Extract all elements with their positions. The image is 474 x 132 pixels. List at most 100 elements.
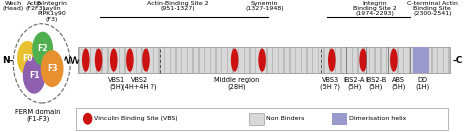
Text: VBS1
(5H): VBS1 (5H) xyxy=(108,77,125,90)
Bar xyxy=(118,48,120,73)
Text: Integrin
Binding Site 2
(1974-2293): Integrin Binding Site 2 (1974-2293) xyxy=(353,1,396,16)
Bar xyxy=(312,48,313,73)
Text: ABS
(5H): ABS (5H) xyxy=(391,77,405,90)
Bar xyxy=(90,48,91,73)
Text: Wech
(Head): Wech (Head) xyxy=(3,1,24,11)
Bar xyxy=(318,48,319,73)
Bar xyxy=(147,48,148,73)
Bar xyxy=(448,48,450,73)
Bar xyxy=(76,108,448,130)
Ellipse shape xyxy=(142,48,150,72)
Bar xyxy=(238,48,239,73)
Bar xyxy=(301,48,302,73)
Bar xyxy=(332,113,347,125)
Text: F3: F3 xyxy=(47,64,57,73)
Bar xyxy=(306,48,308,73)
Bar xyxy=(283,48,285,73)
Bar xyxy=(397,48,399,73)
Ellipse shape xyxy=(231,48,238,72)
Bar xyxy=(392,48,393,73)
Ellipse shape xyxy=(41,50,64,87)
Ellipse shape xyxy=(126,48,134,72)
Text: VBS2
(4H+4H ?): VBS2 (4H+4H ?) xyxy=(122,77,157,90)
Ellipse shape xyxy=(95,48,102,72)
Bar xyxy=(158,48,160,73)
Bar xyxy=(278,48,279,73)
Text: Actin
(F2F3): Actin (F2F3) xyxy=(25,1,45,11)
Text: F1: F1 xyxy=(29,71,39,80)
Bar xyxy=(420,48,421,73)
Ellipse shape xyxy=(23,57,46,94)
Bar xyxy=(204,48,205,73)
Bar xyxy=(249,48,251,73)
Bar xyxy=(96,48,97,73)
Bar xyxy=(329,48,330,73)
Text: Non Binders: Non Binders xyxy=(266,116,304,121)
Bar xyxy=(369,48,370,73)
Text: F2: F2 xyxy=(37,44,48,53)
Bar xyxy=(255,48,256,73)
Text: -C: -C xyxy=(453,56,463,65)
Bar xyxy=(192,48,194,73)
Bar xyxy=(101,48,103,73)
Bar xyxy=(136,48,137,73)
Text: VBS3
(5H ?): VBS3 (5H ?) xyxy=(320,77,340,90)
Bar xyxy=(289,48,291,73)
Bar xyxy=(340,48,342,73)
Text: IBS2-B
(5H): IBS2-B (5H) xyxy=(365,77,386,90)
Bar xyxy=(113,48,114,73)
Bar xyxy=(187,48,188,73)
Bar xyxy=(374,48,376,73)
Text: Dimerisation helix: Dimerisation helix xyxy=(349,116,406,121)
Text: Synemin
(1327-1948): Synemin (1327-1948) xyxy=(245,1,284,11)
Ellipse shape xyxy=(32,32,53,66)
Bar xyxy=(198,48,200,73)
Bar xyxy=(130,48,131,73)
Bar xyxy=(84,48,86,73)
Bar xyxy=(79,48,80,73)
Bar xyxy=(431,48,433,73)
Bar xyxy=(141,48,143,73)
Ellipse shape xyxy=(110,48,118,72)
Bar xyxy=(426,48,427,73)
Text: C-terminal Actin
Binding Site
(2300-2541): C-terminal Actin Binding Site (2300-2541… xyxy=(407,1,458,16)
Bar xyxy=(380,48,382,73)
Bar xyxy=(153,48,154,73)
Ellipse shape xyxy=(258,48,266,72)
Bar xyxy=(346,48,347,73)
Text: DD
(1H): DD (1H) xyxy=(416,77,430,90)
Bar xyxy=(363,48,365,73)
Bar xyxy=(170,48,171,73)
Bar xyxy=(107,48,109,73)
Bar xyxy=(175,48,177,73)
Text: β-Integrin
Laylin
PIPK1γ90
(F3): β-Integrin Laylin PIPK1γ90 (F3) xyxy=(36,1,68,22)
Bar xyxy=(181,48,182,73)
Text: Actin-Binding Site 2
(951-1327): Actin-Binding Site 2 (951-1327) xyxy=(147,1,209,11)
Bar xyxy=(295,48,296,73)
Text: Middle region
(28H): Middle region (28H) xyxy=(214,77,260,90)
Bar xyxy=(413,47,429,73)
Bar xyxy=(323,48,325,73)
Ellipse shape xyxy=(328,48,336,72)
Bar xyxy=(386,48,387,73)
Bar xyxy=(335,48,336,73)
Ellipse shape xyxy=(17,41,38,75)
Bar xyxy=(164,48,165,73)
Bar xyxy=(414,48,416,73)
Bar xyxy=(443,48,444,73)
Bar xyxy=(357,48,359,73)
Bar xyxy=(437,48,438,73)
Ellipse shape xyxy=(359,48,367,72)
Bar xyxy=(232,48,234,73)
Bar xyxy=(409,48,410,73)
Text: Vinculin Binding Site (VBS): Vinculin Binding Site (VBS) xyxy=(94,116,177,121)
Bar xyxy=(210,48,211,73)
Ellipse shape xyxy=(82,48,90,72)
Bar xyxy=(124,48,126,73)
Bar xyxy=(227,48,228,73)
Bar xyxy=(221,48,222,73)
Text: N-: N- xyxy=(2,56,14,65)
Bar xyxy=(266,48,268,73)
Text: IBS2-A
(5H): IBS2-A (5H) xyxy=(344,77,365,90)
Bar xyxy=(403,48,404,73)
